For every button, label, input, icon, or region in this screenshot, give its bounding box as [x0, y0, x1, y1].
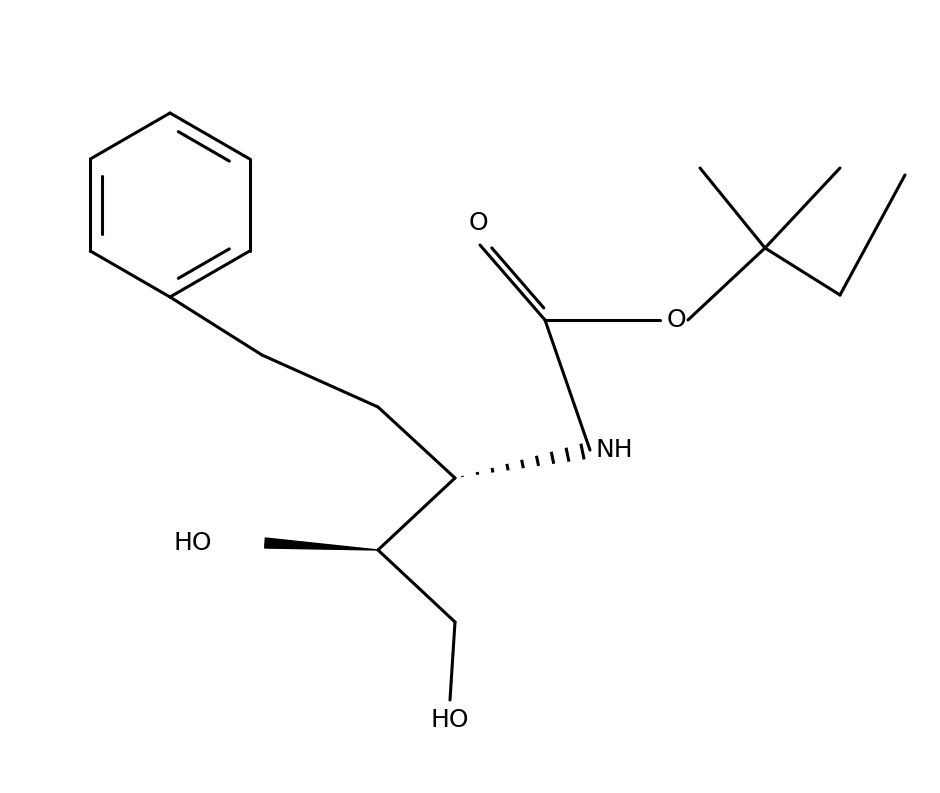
Text: O: O: [468, 211, 488, 235]
Text: NH: NH: [595, 438, 633, 462]
Polygon shape: [265, 538, 378, 550]
Text: HO: HO: [431, 708, 469, 732]
Text: O: O: [666, 308, 686, 332]
Text: HO: HO: [174, 531, 212, 555]
